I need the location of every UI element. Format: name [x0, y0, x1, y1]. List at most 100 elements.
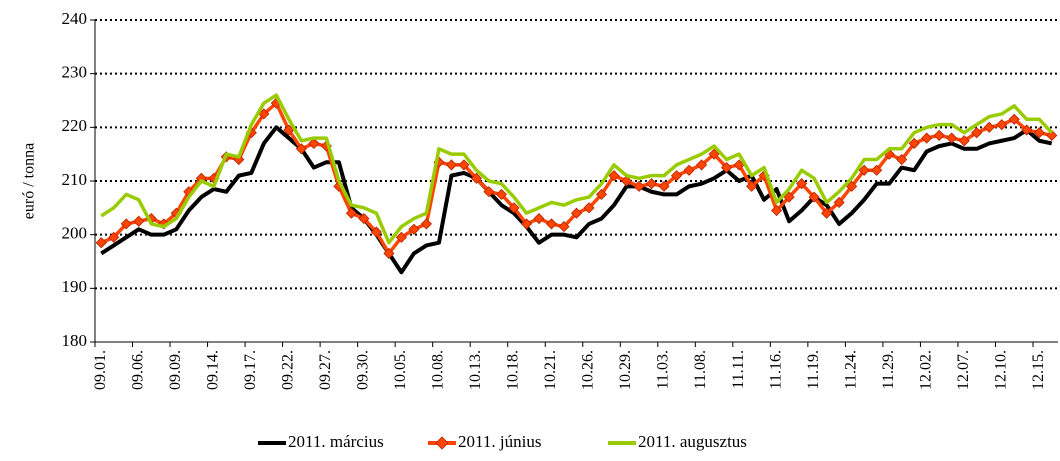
point-marker — [958, 135, 970, 147]
y-tick-label: 240 — [62, 9, 88, 28]
point-marker — [520, 218, 533, 230]
y-tick-label: 190 — [62, 277, 88, 296]
point-marker — [445, 159, 458, 171]
point-marker — [470, 172, 483, 184]
point-marker — [721, 162, 733, 174]
legend-label: 2011. június — [458, 432, 541, 451]
point-marker — [620, 175, 633, 187]
point-marker — [708, 148, 720, 160]
x-tick-label: 12.10. — [992, 350, 1009, 390]
point-marker — [946, 132, 958, 144]
point-marker — [746, 180, 758, 192]
series-line — [100, 93, 1054, 245]
point-marker — [858, 164, 870, 176]
point-marker — [1021, 124, 1033, 136]
legend-marker — [435, 436, 449, 450]
point-marker — [996, 119, 1008, 131]
point-marker — [308, 137, 320, 149]
point-marker — [395, 231, 407, 243]
y-axis-label: euró / tonna — [21, 143, 38, 219]
x-tick-label: 11.11. — [730, 350, 747, 389]
point-marker — [408, 223, 420, 235]
x-tick-label: 11.08. — [692, 350, 709, 389]
point-marker — [345, 207, 357, 219]
x-tick-label: 09.27. — [317, 350, 334, 390]
x-tick-label: 11.19. — [805, 350, 822, 389]
x-tick-label: 09.14. — [204, 350, 221, 390]
y-tick-label: 200 — [62, 224, 88, 243]
x-tick-label: 10.05. — [392, 350, 409, 390]
point-marker — [983, 121, 995, 133]
point-marker — [658, 180, 670, 192]
point-marker — [358, 213, 370, 225]
point-marker — [821, 207, 833, 219]
point-marker — [1033, 127, 1045, 139]
point-marker — [545, 218, 558, 230]
point-marker — [533, 213, 545, 225]
point-marker — [120, 218, 132, 230]
point-marker — [683, 164, 695, 176]
point-marker — [383, 247, 395, 260]
x-tick-label: 09.06. — [129, 350, 146, 390]
point-marker — [871, 164, 883, 176]
point-marker — [846, 180, 858, 192]
point-marker — [608, 170, 620, 182]
point-marker — [796, 178, 808, 190]
point-marker — [370, 226, 382, 238]
point-marker — [833, 196, 845, 209]
x-tick-label: 09.17. — [242, 350, 259, 390]
point-marker — [420, 218, 432, 230]
series-line — [100, 101, 1053, 256]
y-tick-label: 180 — [62, 331, 88, 350]
x-tick-label: 11.03. — [655, 350, 672, 389]
point-marker — [933, 129, 945, 141]
point-marker — [808, 191, 820, 203]
x-tick-label: 10.08. — [430, 350, 447, 390]
x-tick-label: 12.15. — [1030, 350, 1047, 390]
point-marker — [645, 178, 658, 190]
x-tick-label: 12.02. — [917, 350, 934, 390]
point-marker — [133, 215, 145, 227]
point-marker — [695, 159, 708, 171]
x-tick-label: 10.29. — [617, 350, 634, 390]
x-tick-label: 11.24. — [842, 350, 859, 389]
point-marker — [108, 231, 120, 243]
point-marker — [95, 237, 107, 249]
x-tick-label: 10.21. — [542, 350, 559, 390]
x-tick-label: 10.13. — [467, 350, 484, 390]
point-marker — [295, 143, 307, 155]
point-marker — [783, 191, 795, 203]
legend-label: 2011. augusztus — [638, 432, 747, 451]
point-marker — [458, 159, 470, 171]
x-tick-label: 11.29. — [880, 350, 897, 389]
point-marker — [495, 188, 508, 200]
point-marker — [483, 186, 495, 198]
x-tick-label: 11.16. — [767, 350, 784, 389]
point-marker — [633, 180, 645, 192]
x-tick-label: 09.30. — [355, 350, 372, 390]
point-marker — [896, 153, 908, 166]
point-marker — [583, 202, 595, 214]
point-marker — [1046, 129, 1058, 141]
x-tick-label: 10.18. — [505, 350, 522, 390]
y-tick-label: 210 — [62, 170, 88, 189]
point-marker — [508, 202, 520, 214]
point-marker — [670, 170, 683, 182]
x-tick-label: 10.26. — [580, 350, 597, 390]
legend-label: 2011. március — [288, 432, 384, 451]
point-marker — [558, 221, 570, 233]
x-tick-label: 12.07. — [955, 350, 972, 390]
point-marker — [595, 188, 608, 200]
point-marker — [921, 132, 933, 144]
x-tick-label: 09.09. — [167, 350, 184, 390]
y-tick-label: 230 — [62, 63, 88, 82]
point-marker — [771, 204, 783, 217]
point-marker — [971, 127, 983, 139]
point-marker — [570, 207, 583, 219]
y-tick-label: 220 — [62, 116, 88, 135]
point-marker — [1008, 113, 1020, 125]
series-line — [100, 125, 1053, 275]
point-marker — [908, 137, 920, 149]
x-tick-label: 09.01. — [92, 350, 109, 390]
